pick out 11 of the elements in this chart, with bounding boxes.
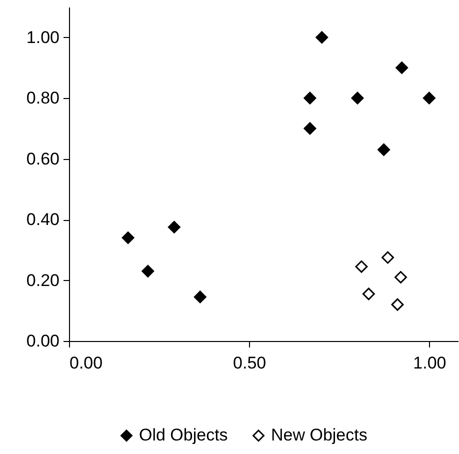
x-tick-label: 1.00 [413, 354, 446, 372]
y-tick-label: 0.80 [26, 88, 60, 108]
y-tick-label: 1.00 [26, 28, 60, 47]
y-tick-label: 0.20 [26, 270, 60, 290]
x-tick-label: 0.50 [233, 354, 266, 372]
legend-label: New Objects [271, 426, 368, 445]
y-tick-label: 0.40 [26, 210, 60, 230]
y-tick-label: 0.00 [26, 332, 60, 350]
x-tick-label: 0.00 [70, 354, 103, 372]
legend-label: Old Objects [139, 426, 228, 445]
y-tick-label: 0.60 [26, 149, 60, 168]
